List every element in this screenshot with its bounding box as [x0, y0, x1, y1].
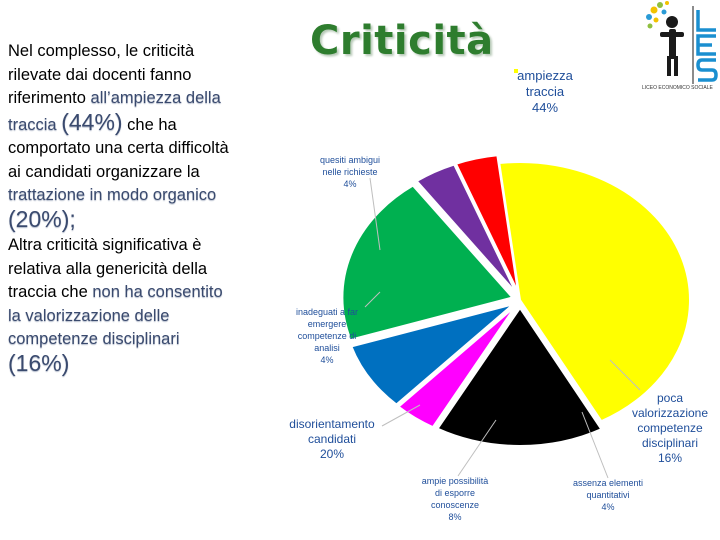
- pie-slice: [415, 163, 518, 294]
- paragraph-2: Altra criticità significativa è relativa…: [8, 234, 230, 378]
- slice-label: assenza elementi quantitativi 4%: [573, 478, 643, 512]
- logo-caption: LICEO ECONOMICO SOCIALE: [642, 85, 714, 91]
- leader-line: [364, 291, 381, 308]
- p2-text-a: Altra criticità significativa è relativa…: [8, 236, 208, 301]
- paragraph-1: Nel complesso, le criticità rilevate dai…: [8, 40, 230, 234]
- slice-label: quesiti ambigui nelle richieste 4%: [320, 155, 380, 189]
- p2-highlight: non ha consentito la valorizzazione dell…: [8, 283, 223, 348]
- logo-dots-icon: [646, 1, 669, 29]
- p1-percent: (44%): [61, 108, 123, 135]
- pie-slice: [498, 161, 691, 423]
- logo-figure-icon: [660, 16, 684, 76]
- leader-line: [457, 419, 497, 477]
- slice-label: ampiezza traccia 44%: [517, 68, 573, 115]
- pie-slice: [454, 154, 520, 293]
- slice-label: disorientamento candidati 20%: [289, 417, 375, 461]
- p1-text-b: che ha comportato una certa difficoltà a…: [8, 115, 229, 181]
- p1-highlight: all’ampiezza della traccia: [8, 89, 221, 134]
- slice-label: inadeguati a far emergere competenze di ana…: [296, 307, 358, 365]
- leader-line: [581, 411, 609, 479]
- slice-label: poca valorizzazione competenze disciplinari…: [632, 391, 708, 465]
- p2-percent: (16%): [8, 349, 70, 376]
- pie-slice: [436, 306, 603, 447]
- les-logo: LICEO ECONOMICO SOCIALE: [642, 1, 718, 91]
- leader-line: [369, 177, 381, 251]
- leader-line: [609, 359, 641, 391]
- p1-text-a: Nel complesso, le criticità rilevate dai…: [8, 42, 195, 107]
- leader-line: [381, 404, 421, 427]
- slice-label: ampie possibilità di esporre conoscenze 8%: [422, 476, 489, 522]
- p1-highlight-2: trattazione in modo organico: [8, 186, 217, 204]
- commentary-text: Nel complesso, le criticità rilevate dai…: [8, 40, 230, 378]
- pie-slice: [396, 305, 517, 429]
- p1-percent-2: (20%);: [8, 205, 76, 232]
- pie-slice: [341, 184, 515, 341]
- slide-title: Criticità: [310, 18, 494, 64]
- logo-letters: [696, 10, 718, 82]
- pie-slice: [350, 303, 514, 406]
- label-marker: [514, 69, 518, 73]
